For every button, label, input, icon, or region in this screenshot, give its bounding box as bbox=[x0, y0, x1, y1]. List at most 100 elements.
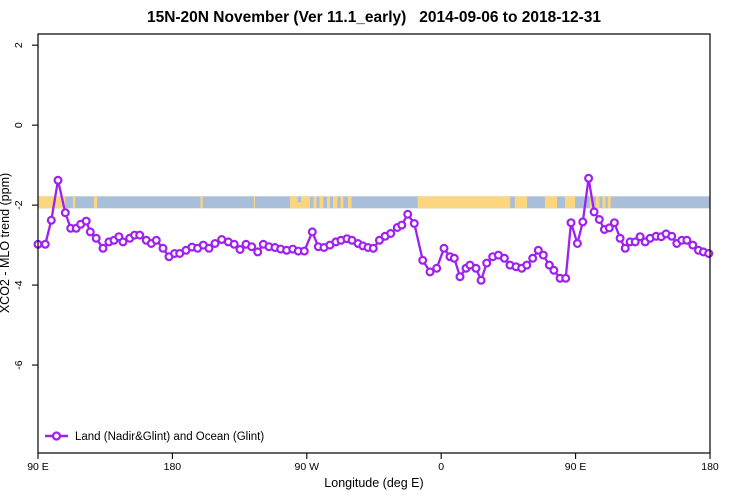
x-tick-label: 0 bbox=[438, 461, 444, 473]
data-point-marker bbox=[561, 273, 571, 283]
land-segment bbox=[297, 202, 302, 209]
data-point-marker bbox=[704, 249, 714, 259]
data-point-marker bbox=[439, 243, 449, 253]
data-point-marker bbox=[91, 233, 101, 243]
data-point-marker bbox=[604, 223, 614, 233]
data-point-marker bbox=[615, 233, 625, 243]
land-segment bbox=[417, 196, 511, 209]
y-tick-label: 0 bbox=[13, 122, 25, 128]
data-point-marker bbox=[584, 173, 594, 183]
y-tick-label: -4 bbox=[13, 280, 25, 289]
data-point-marker bbox=[210, 239, 220, 249]
data-point-marker bbox=[455, 272, 465, 282]
data-point-marker bbox=[482, 258, 492, 268]
land-segment bbox=[602, 196, 606, 209]
data-point-marker bbox=[522, 260, 532, 270]
data-point-marker bbox=[682, 235, 692, 245]
data-point-marker bbox=[40, 239, 50, 249]
data-point-marker bbox=[630, 237, 640, 247]
data-point-marker bbox=[688, 240, 698, 250]
data-point-marker bbox=[425, 267, 435, 277]
data-point-marker bbox=[235, 245, 245, 255]
land-segment bbox=[589, 196, 593, 209]
data-point-marker bbox=[609, 218, 619, 228]
data-point-marker bbox=[81, 216, 91, 226]
legend-marker-icon bbox=[51, 431, 62, 441]
land-segment bbox=[200, 196, 203, 209]
data-point-marker bbox=[538, 250, 548, 260]
land-segment bbox=[564, 196, 576, 209]
data-point-marker bbox=[403, 209, 413, 219]
data-point-marker bbox=[418, 255, 428, 265]
data-point-marker bbox=[620, 243, 630, 253]
ocean-band bbox=[38, 196, 710, 209]
data-point-marker bbox=[578, 217, 588, 227]
data-point-marker bbox=[307, 227, 317, 237]
data-point-marker bbox=[229, 239, 239, 249]
data-point-marker bbox=[253, 247, 263, 257]
data-point-marker bbox=[549, 265, 559, 275]
x-tick-label: 90 E bbox=[27, 461, 49, 473]
data-point-marker bbox=[53, 175, 63, 185]
data-point-marker bbox=[589, 207, 599, 217]
data-point-marker bbox=[528, 253, 538, 263]
data-point-marker bbox=[397, 220, 407, 230]
plot-border bbox=[37, 33, 711, 454]
data-point-marker bbox=[158, 243, 168, 253]
data-point-marker bbox=[667, 231, 677, 241]
data-point-marker bbox=[635, 232, 645, 242]
data-point-marker bbox=[118, 237, 128, 247]
data-point-marker bbox=[60, 208, 70, 218]
chart-title: 15N-20N November (Ver 11.1_early) 2014-0… bbox=[147, 9, 601, 26]
x-tick-label: 90 E bbox=[565, 461, 587, 473]
y-axis-label: XCO2 - MLO trend (ppm) bbox=[0, 173, 12, 313]
data-point-marker bbox=[151, 235, 161, 245]
data-point-marker bbox=[544, 260, 554, 270]
land-segment bbox=[93, 196, 98, 209]
data-point-marker bbox=[471, 263, 481, 273]
data-point-marker bbox=[499, 253, 509, 263]
x-tick-label: 180 bbox=[164, 461, 182, 473]
data-point-marker bbox=[85, 227, 95, 237]
legend-label: Land (Nadir&Glint) and Ocean (Glint) bbox=[75, 431, 264, 443]
data-point-marker bbox=[46, 215, 56, 225]
data-point-marker bbox=[566, 218, 576, 228]
legend: Land (Nadir&Glint) and Ocean (Glint) bbox=[45, 431, 264, 443]
data-point-marker bbox=[409, 219, 419, 229]
land-segment bbox=[340, 196, 344, 209]
land-segment bbox=[544, 196, 558, 209]
x-tick-label: 90 W bbox=[295, 461, 320, 473]
data-point-marker bbox=[476, 275, 486, 285]
axes: 90 E 180 90 W 0 90 E 180 2 0 -2 -4 -6 bbox=[13, 42, 719, 473]
land-segment bbox=[253, 196, 255, 209]
data-point-marker bbox=[533, 245, 543, 255]
data-point-marker bbox=[594, 215, 604, 225]
land-segment bbox=[607, 196, 611, 209]
land-segment bbox=[332, 196, 338, 209]
data-point-marker bbox=[98, 243, 108, 253]
land-segment bbox=[290, 196, 298, 209]
land-segment bbox=[319, 196, 324, 209]
land-segment bbox=[595, 196, 600, 209]
data-point-marker bbox=[432, 263, 442, 273]
land-segment bbox=[313, 196, 317, 209]
land-segment bbox=[301, 196, 311, 209]
data-point-marker bbox=[449, 253, 459, 263]
land-ocean-band bbox=[38, 196, 710, 209]
land-segment bbox=[38, 196, 66, 209]
x-axis-label: Longitude (deg E) bbox=[324, 476, 423, 490]
data-point-marker bbox=[374, 235, 384, 245]
data-series bbox=[33, 173, 714, 285]
x-tick-label: 180 bbox=[701, 461, 719, 473]
data-point-marker bbox=[135, 230, 145, 240]
data-point-marker bbox=[247, 242, 257, 252]
y-tick-label: 2 bbox=[13, 42, 25, 48]
land-segment bbox=[514, 196, 528, 209]
land-segment bbox=[326, 196, 330, 209]
data-point-marker bbox=[299, 246, 309, 256]
data-point-marker bbox=[368, 243, 378, 253]
data-point-marker bbox=[204, 243, 214, 253]
y-tick-label: -6 bbox=[13, 360, 25, 369]
